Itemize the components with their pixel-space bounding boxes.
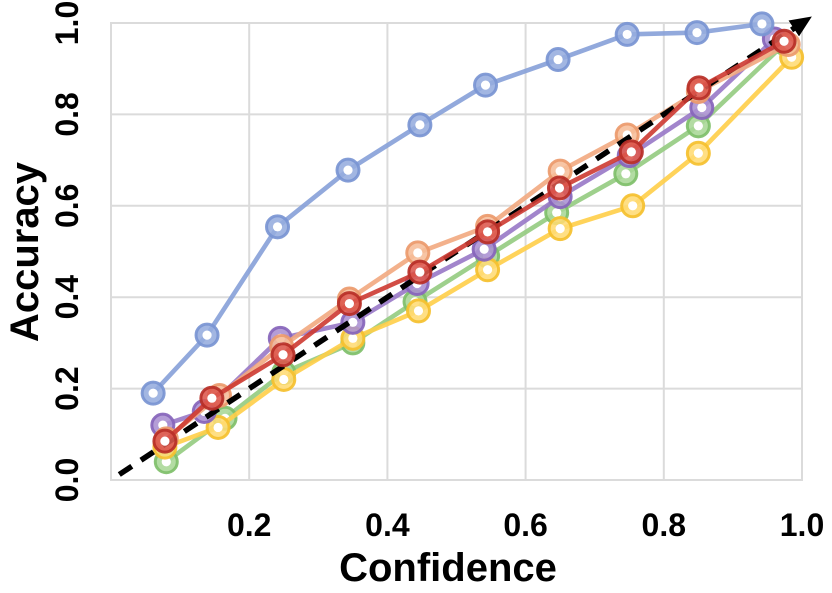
marker-hole (413, 248, 423, 258)
series-red-line (162, 38, 787, 444)
y-tick-label: 0.4 (49, 275, 85, 320)
marker-hole (348, 317, 358, 327)
data-point-marker (684, 20, 710, 46)
data-point-marker (336, 291, 362, 317)
data-point-marker (405, 298, 431, 324)
marker-hole (757, 19, 767, 29)
x-tick-label: 0.4 (365, 507, 410, 543)
plot-series (117, 11, 812, 477)
y-tick-label: 0.0 (49, 458, 85, 502)
x-tick-label: 0.6 (503, 507, 547, 543)
series-blue (140, 11, 775, 406)
marker-hole (553, 54, 563, 65)
data-point-marker (473, 72, 499, 98)
marker-hole (272, 222, 283, 232)
data-point-marker (545, 47, 571, 73)
marker-hole (626, 147, 636, 157)
data-point-marker (618, 139, 644, 165)
data-point-marker (205, 414, 231, 440)
marker-hole (413, 306, 424, 316)
data-point-marker (771, 28, 797, 54)
data-point-marker (199, 385, 225, 411)
marker-hole (202, 330, 212, 340)
y-tick-label: 0.6 (49, 184, 85, 228)
marker-hole (348, 333, 358, 343)
data-point-marker (140, 380, 166, 406)
x-tick-label: 0.2 (227, 507, 271, 543)
marker-hole (207, 393, 217, 403)
data-point-marker (546, 175, 572, 201)
marker-hole (694, 83, 704, 93)
marker-hole (479, 244, 489, 254)
marker-hole (344, 298, 354, 309)
marker-hole (552, 208, 562, 218)
marker-hole (480, 80, 491, 90)
x-tick-label: 0.8 (642, 507, 686, 543)
marker-hole (482, 227, 493, 237)
marker-hole (555, 224, 565, 234)
marker-hole (622, 29, 632, 40)
data-point-marker (614, 21, 640, 47)
data-point-marker (270, 342, 296, 368)
data-point-marker (749, 11, 775, 37)
data-point-marker (475, 219, 501, 245)
series-yellow-line (162, 54, 794, 450)
data-point-marker (265, 214, 291, 240)
axis-tick-labels: 0.2 0.4 0.6 0.8 1.0 0.0 0.2 0.4 0.6 0.8 1.0 (49, 1, 824, 543)
data-point-marker (152, 428, 178, 454)
marker-hole (148, 388, 158, 398)
marker-hole (482, 265, 493, 275)
y-tick-label: 0.8 (49, 92, 85, 136)
marker-hole (697, 102, 707, 113)
marker-hole (693, 148, 703, 158)
series-green-line (163, 41, 788, 465)
marker-hole (692, 27, 702, 38)
marker-hole (278, 350, 288, 360)
y-tick-label: 0.2 (49, 366, 85, 410)
data-point-marker (613, 161, 639, 187)
marker-hole (160, 436, 170, 446)
y-tick-label: 1.0 (49, 1, 85, 45)
marker-hole (415, 120, 425, 130)
x-tick-label: 1.0 (780, 507, 824, 543)
marker-hole (415, 267, 425, 277)
series-blue-line (150, 21, 765, 396)
data-point-marker (475, 257, 501, 283)
marker-hole (343, 165, 353, 175)
marker-hole (628, 201, 638, 211)
data-point-marker (405, 240, 431, 266)
marker-hole (779, 36, 789, 46)
series-red (152, 28, 797, 454)
data-point-marker (335, 157, 361, 183)
plot-border (110, 22, 803, 481)
y-axis-title: Accuracy (3, 161, 47, 342)
marker-hole (621, 169, 631, 179)
data-point-marker (194, 322, 220, 348)
marker-hole (555, 166, 565, 176)
data-point-marker (685, 140, 711, 166)
data-point-marker (686, 75, 712, 101)
x-axis-title: Confidence (339, 546, 557, 590)
data-point-marker (547, 216, 573, 242)
marker-hole (213, 422, 223, 433)
marker-hole (279, 374, 289, 385)
data-point-marker (407, 259, 433, 285)
data-point-marker (407, 112, 433, 138)
data-point-marker (685, 113, 711, 139)
data-point-marker (620, 193, 646, 219)
marker-hole (693, 121, 703, 131)
marker-hole (554, 183, 565, 193)
